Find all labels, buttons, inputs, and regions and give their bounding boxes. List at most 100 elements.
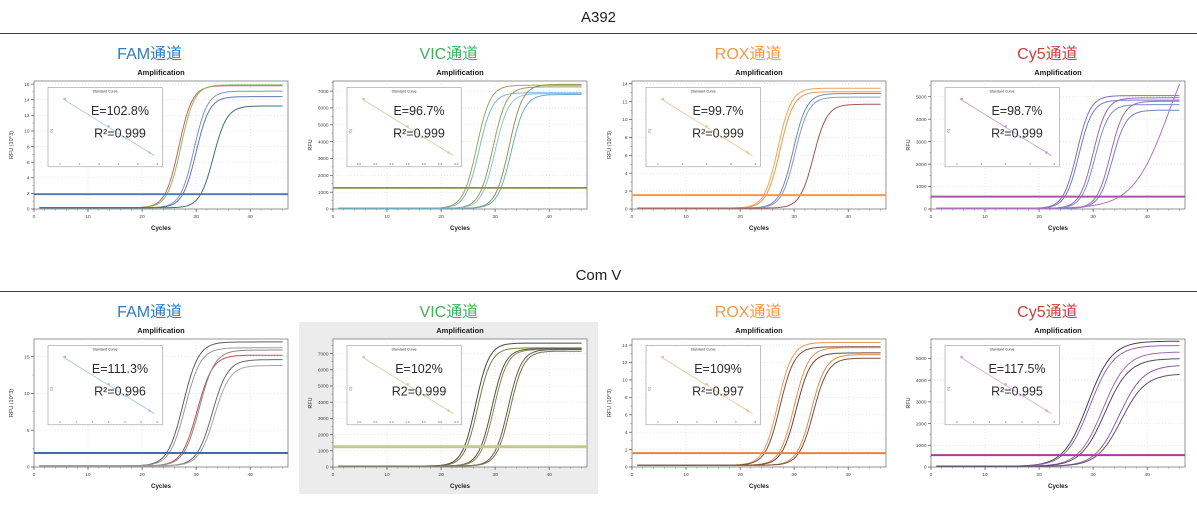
svg-text:5000: 5000 xyxy=(915,356,926,362)
svg-text:6: 6 xyxy=(156,420,158,424)
svg-text:10: 10 xyxy=(683,472,689,478)
chart-panel-a392-fam: Amplification 0 2 4 6 8 10 12 14 16 0 10 20 30 40 RFU (… xyxy=(0,64,299,236)
efficiency-label: E=96.7% xyxy=(393,104,444,118)
channel-header-cy5: Cy5通道 xyxy=(1017,46,1078,63)
svg-text:4.5: 4.5 xyxy=(405,420,410,424)
svg-text:20: 20 xyxy=(438,214,444,220)
svg-text:2000: 2000 xyxy=(317,173,328,179)
svg-text:3000: 3000 xyxy=(915,400,926,406)
svg-text:RFU: RFU xyxy=(308,139,314,150)
svg-text:Standard Curve: Standard Curve xyxy=(690,347,715,351)
svg-text:4.5: 4.5 xyxy=(405,162,410,166)
svg-text:8: 8 xyxy=(26,144,29,150)
svg-text:40: 40 xyxy=(1144,214,1150,220)
svg-text:Amplification: Amplification xyxy=(137,326,185,335)
svg-text:3000: 3000 xyxy=(317,156,328,162)
svg-text:2000: 2000 xyxy=(317,432,328,438)
svg-text:14: 14 xyxy=(622,343,628,349)
svg-text:3: 3 xyxy=(696,420,698,424)
svg-text:3.5: 3.5 xyxy=(373,162,378,166)
svg-text:6: 6 xyxy=(1053,420,1055,424)
svg-text:RFU (10^3): RFU (10^3) xyxy=(9,389,15,417)
channel-header-fam: FAM通道 xyxy=(117,46,183,63)
svg-text:6000: 6000 xyxy=(317,106,328,112)
svg-text:20: 20 xyxy=(1036,214,1042,220)
chart-panel-a392-vic: Amplification 0 1000 2000 3000 4000 5000 6000 70… xyxy=(299,64,598,236)
svg-text:Cycles: Cycles xyxy=(450,483,471,490)
svg-text:10: 10 xyxy=(24,129,30,135)
svg-text:Cq: Cq xyxy=(49,129,53,133)
svg-text:12: 12 xyxy=(24,113,30,119)
efficiency-label: E=98.7% xyxy=(991,104,1042,118)
svg-text:5: 5 xyxy=(26,428,29,434)
svg-text:12: 12 xyxy=(622,360,628,366)
channel-header-row: FAM通道 VIC通道 ROX通道 Cy5通道 xyxy=(0,34,1197,64)
svg-text:4: 4 xyxy=(26,176,29,182)
svg-text:20: 20 xyxy=(737,472,743,478)
svg-text:8: 8 xyxy=(624,395,627,401)
svg-text:20: 20 xyxy=(139,214,145,220)
channel-header-fam: FAM通道 xyxy=(117,304,183,321)
svg-text:3: 3 xyxy=(980,162,982,166)
svg-text:0: 0 xyxy=(331,214,334,220)
svg-text:4000: 4000 xyxy=(317,139,328,145)
group-title: Com V xyxy=(575,267,622,284)
r-squared-label: R²=0.999 xyxy=(94,126,146,140)
svg-text:20: 20 xyxy=(737,214,743,220)
svg-text:2000: 2000 xyxy=(915,162,926,168)
r-squared-label: R²=0.999 xyxy=(991,126,1043,140)
svg-text:6.0: 6.0 xyxy=(454,420,459,424)
svg-text:40: 40 xyxy=(546,214,552,220)
svg-text:4000: 4000 xyxy=(317,400,328,406)
efficiency-label: E=102.8% xyxy=(90,104,148,118)
svg-text:Cycles: Cycles xyxy=(1048,225,1069,232)
svg-text:1: 1 xyxy=(972,420,974,424)
group-com-v: Com V FAM通道 VIC通道 ROX通道 Cy5通道 Amplification… xyxy=(0,260,1197,494)
svg-text:0: 0 xyxy=(923,465,926,471)
svg-text:4: 4 xyxy=(624,171,627,177)
efficiency-label: E=99.7% xyxy=(692,104,743,118)
svg-text:5000: 5000 xyxy=(317,123,328,129)
svg-text:0: 0 xyxy=(929,472,932,478)
svg-text:1000: 1000 xyxy=(317,190,328,196)
svg-text:10: 10 xyxy=(683,214,689,220)
svg-text:40: 40 xyxy=(1144,472,1150,478)
svg-text:RFU (10^3): RFU (10^3) xyxy=(607,389,613,417)
svg-text:6: 6 xyxy=(624,413,627,419)
efficiency-label: E=102% xyxy=(395,362,443,376)
svg-text:Cycles: Cycles xyxy=(1048,483,1069,490)
svg-text:40: 40 xyxy=(845,214,851,220)
svg-text:2: 2 xyxy=(624,447,627,453)
svg-text:Cq: Cq xyxy=(946,387,950,391)
svg-text:40: 40 xyxy=(845,472,851,478)
svg-text:0: 0 xyxy=(325,207,328,213)
svg-text:8: 8 xyxy=(624,135,627,141)
amplification-chart-cy5: Amplification 0 1000 2000 3000 4000 5000 0 10 20 3… xyxy=(906,68,1185,232)
channel-header-vic: VIC通道 xyxy=(419,304,479,321)
svg-text:30: 30 xyxy=(193,214,199,220)
svg-text:2: 2 xyxy=(988,420,990,424)
svg-text:3: 3 xyxy=(681,162,683,166)
svg-text:Amplification: Amplification xyxy=(436,326,484,335)
svg-text:40: 40 xyxy=(247,472,253,478)
svg-text:4.0: 4.0 xyxy=(389,420,394,424)
svg-text:6: 6 xyxy=(26,160,29,166)
chart-panel-comv-rox: Amplification 0 2 4 6 8 10 12 14 0 10 20 30 40 RFU (10… xyxy=(598,322,897,494)
group-a392: A392 FAM通道 VIC通道 ROX通道 Cy5通道 Amplification 0… xyxy=(0,2,1197,236)
svg-text:0: 0 xyxy=(26,465,29,471)
svg-text:Cycles: Cycles xyxy=(450,225,471,232)
svg-text:5.5: 5.5 xyxy=(438,162,443,166)
svg-text:Cq: Cq xyxy=(946,129,950,133)
svg-text:3.5: 3.5 xyxy=(373,420,378,424)
divider xyxy=(0,291,1197,292)
svg-text:2: 2 xyxy=(26,191,29,197)
svg-text:7000: 7000 xyxy=(317,351,328,357)
svg-text:Amplification: Amplification xyxy=(436,68,484,77)
charts-row: Amplification 0 2 4 6 8 10 12 14 16 0 10 20 30 40 RFU (… xyxy=(0,64,1197,236)
svg-text:5: 5 xyxy=(140,420,142,424)
svg-text:20: 20 xyxy=(139,472,145,478)
svg-text:6.0: 6.0 xyxy=(454,162,459,166)
